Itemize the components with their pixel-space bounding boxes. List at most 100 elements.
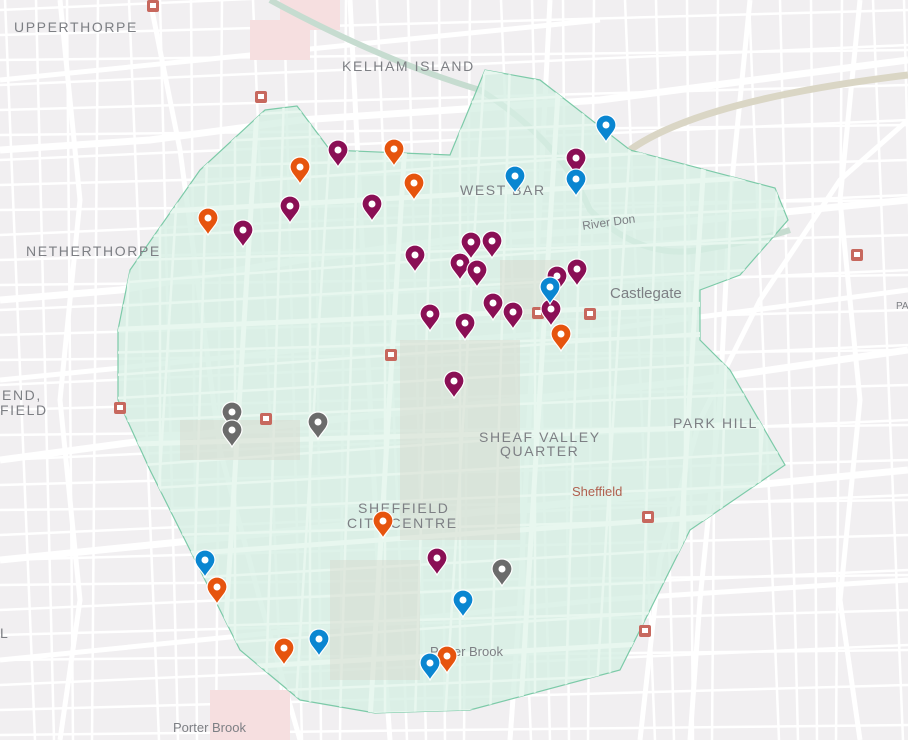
street [34, 0, 56, 740]
street [118, 390, 788, 424]
street [118, 232, 788, 286]
street [293, 70, 337, 713]
map-pin-purple-icon[interactable] [482, 292, 504, 322]
map-pin-blue-icon[interactable] [595, 114, 617, 144]
street [118, 449, 788, 493]
map-pin-purple-icon[interactable] [232, 219, 254, 249]
map-pin-orange-icon[interactable] [550, 323, 572, 353]
label-city-centre: CITY CENTRE [347, 515, 458, 531]
street [367, 70, 413, 713]
street [747, 0, 781, 740]
label-sheffield: SHEFFIELD [358, 500, 449, 516]
street [443, 70, 487, 713]
street [118, 324, 788, 378]
tram-stop-icon[interactable] [260, 413, 272, 425]
label-edge-l: L [0, 625, 9, 641]
map-pin-purple-icon[interactable] [419, 303, 441, 333]
building-area [210, 690, 290, 740]
street [0, 43, 908, 87]
map-pin-orange-icon[interactable] [383, 138, 405, 168]
map-pin-blue-icon[interactable] [452, 589, 474, 619]
street [65, 0, 75, 740]
street [0, 0, 256, 12]
map-pin-blue-icon[interactable] [419, 652, 441, 682]
street [338, 70, 362, 713]
label-park-hill: PARK HILL [673, 415, 758, 431]
street [638, 70, 662, 713]
label-upperthorpe: UPPERTHORPE [14, 19, 138, 35]
tram-stop-icon[interactable] [147, 0, 159, 12]
railway [627, 71, 908, 153]
building-block [330, 560, 420, 680]
street [834, 0, 844, 740]
map-pin-orange-icon[interactable] [197, 207, 219, 237]
map-pin-purple-icon[interactable] [565, 147, 587, 177]
label-end: END, [2, 387, 42, 403]
street [413, 70, 437, 713]
tram-stop-icon[interactable] [114, 402, 126, 414]
map-pin-purple-icon[interactable] [502, 301, 524, 331]
map-pin-blue-icon[interactable] [308, 628, 330, 658]
street [118, 422, 788, 448]
street [517, 70, 563, 713]
map-pin-purple-icon[interactable] [279, 195, 301, 225]
label-porter-brook-2: Porter Brook [173, 720, 246, 735]
street [0, 83, 908, 112]
street [118, 331, 788, 355]
street [809, 0, 819, 740]
street [0, 118, 908, 162]
street [118, 297, 788, 333]
map-pin-blue-icon[interactable] [504, 165, 526, 195]
tram-stop-icon[interactable] [642, 511, 654, 523]
map-pin-purple-icon[interactable] [426, 547, 448, 577]
map-pin-blue-icon[interactable] [194, 549, 216, 579]
road [0, 56, 908, 154]
map-pin-purple-icon[interactable] [454, 312, 476, 342]
map-pin-orange-icon[interactable] [372, 510, 394, 540]
map-pin-purple-icon[interactable] [327, 139, 349, 169]
map-pin-purple-icon[interactable] [460, 231, 482, 261]
map-pin-gray-icon[interactable] [221, 419, 243, 449]
map-pin-purple-icon[interactable] [566, 258, 588, 288]
road [837, 0, 863, 740]
map-pin-orange-icon[interactable] [289, 156, 311, 186]
street [593, 70, 637, 713]
transit-icons [114, 0, 863, 637]
tram-stop-icon[interactable] [385, 349, 397, 361]
map-pin-orange-icon[interactable] [206, 576, 228, 606]
tram-stop-icon[interactable] [584, 308, 596, 320]
tram-stop-icon[interactable] [255, 91, 267, 103]
map-pin-purple-icon[interactable] [361, 193, 383, 223]
map-pin-gray-icon[interactable] [491, 558, 513, 588]
map-pin-purple-icon[interactable] [481, 230, 503, 260]
street [118, 239, 788, 263]
tram-stop-icon[interactable] [639, 625, 651, 637]
street [0, 723, 908, 737]
label-sheffield-station: Sheffield [572, 484, 622, 499]
map-pin-purple-icon[interactable] [443, 370, 465, 400]
marker-layer [194, 114, 617, 682]
map-pin-gray-icon[interactable] [307, 411, 329, 441]
map-pin-blue-icon[interactable] [539, 276, 561, 306]
map-pin-purple-icon[interactable] [466, 259, 488, 289]
street [90, 0, 100, 740]
street [118, 206, 788, 240]
map-pin-purple-icon[interactable] [404, 244, 426, 274]
street [3, 0, 37, 740]
street [778, 0, 800, 740]
map-pin-gray-icon[interactable] [221, 401, 243, 431]
map-pin-blue-icon[interactable] [565, 168, 587, 198]
map-pin-orange-icon[interactable] [273, 637, 295, 667]
street [118, 172, 788, 218]
street [563, 70, 587, 713]
street [0, 8, 908, 37]
label-west-bar: WEST BAR [460, 182, 546, 198]
label-edge-pa: PA [896, 301, 908, 312]
label-quarter: QUARTER [500, 443, 579, 459]
label-sheaf-valley: SHEAF VALLEY [479, 429, 601, 445]
map-pin-orange-icon[interactable] [403, 172, 425, 202]
tram-stop-icon[interactable] [851, 249, 863, 261]
building-area [280, 0, 340, 30]
street [902, 0, 908, 216]
